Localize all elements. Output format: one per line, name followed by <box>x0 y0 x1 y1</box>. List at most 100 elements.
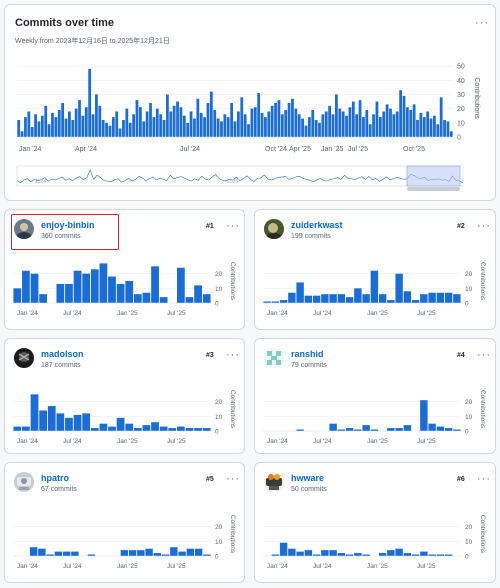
bar <box>294 108 298 137</box>
bar <box>87 554 96 556</box>
bar <box>287 102 291 137</box>
bar <box>61 102 65 137</box>
bar <box>178 551 186 556</box>
bar <box>436 292 445 303</box>
bar <box>223 114 227 137</box>
bar <box>301 118 304 137</box>
y-tick-label: 20 <box>465 399 473 406</box>
avatar[interactable] <box>264 348 284 368</box>
contributor-menu-button[interactable]: ··· <box>477 473 491 485</box>
range-scrollbar <box>407 187 460 191</box>
bar <box>108 426 116 431</box>
bar <box>274 102 277 137</box>
avatar[interactable] <box>264 472 284 492</box>
avatar[interactable] <box>14 348 34 368</box>
bar <box>279 542 288 556</box>
contributor-name[interactable]: hwware <box>291 473 325 483</box>
bar <box>312 295 321 303</box>
contributor-name[interactable]: zuiderkwast <box>291 220 343 230</box>
commits-over-time-card: Commits over time Weekly from 2023年12月16… <box>4 4 496 201</box>
contributor-menu-button[interactable]: ··· <box>226 473 240 485</box>
bar <box>443 119 446 137</box>
bar <box>24 117 27 137</box>
y-tick-label: 10 <box>465 286 473 293</box>
bar <box>385 104 389 137</box>
contributor-name[interactable]: hpatro <box>41 473 69 483</box>
y-tick-label: 0 <box>215 554 219 561</box>
contributor-menu-button[interactable]: ··· <box>226 349 240 361</box>
bar <box>62 551 71 556</box>
x-tick-label: Jan '25 <box>117 563 138 570</box>
y-tick-label: 20 <box>465 524 473 531</box>
bar <box>436 554 445 556</box>
x-tick-label: Apr '25 <box>289 146 311 153</box>
bar <box>182 115 186 137</box>
bar <box>341 111 345 137</box>
bar <box>54 551 63 556</box>
y-axis-title: Contributions <box>473 77 480 119</box>
bar <box>199 112 203 137</box>
bar <box>155 108 159 137</box>
range-overview-chart[interactable]: 2024 2025 <box>5 162 495 194</box>
bar <box>243 114 247 137</box>
y-tick-label: 0 <box>215 429 219 436</box>
avatar[interactable] <box>14 219 34 239</box>
bar <box>428 292 436 303</box>
bar <box>169 111 173 137</box>
commit-count: 67 commits <box>41 486 77 493</box>
x-tick-label: Apr '24 <box>75 146 97 153</box>
bar <box>331 114 335 137</box>
bar <box>152 117 156 137</box>
avatar[interactable] <box>264 219 284 239</box>
contributor-name[interactable]: madolson <box>41 349 84 359</box>
bar <box>145 111 149 137</box>
contributor-card: madolson 187 commits #3 ··· 0 10 20 Jan '24… <box>4 338 245 454</box>
bar <box>226 117 230 137</box>
x-tick-label: Oct '24 <box>265 146 287 153</box>
page-title: Commits over time <box>15 17 115 29</box>
avatar[interactable] <box>14 472 34 492</box>
bar <box>444 428 453 431</box>
commit-count: 79 commits <box>291 362 327 369</box>
x-tick-label: Jul '24 <box>313 438 332 445</box>
bar <box>296 282 304 303</box>
bar <box>88 68 92 137</box>
contributor-menu-button[interactable]: ··· <box>477 349 491 361</box>
contributor-name[interactable]: ranshid <box>291 349 324 359</box>
overview-tick-label: 2024 <box>35 179 46 185</box>
bar <box>312 554 321 556</box>
bar <box>307 117 311 137</box>
bar <box>56 283 65 303</box>
bar <box>162 119 166 137</box>
bar <box>159 426 168 431</box>
x-tick-label: Jan '24 <box>17 563 38 570</box>
bar <box>337 294 346 303</box>
contributor-menu-button[interactable]: ··· <box>226 220 240 232</box>
bar <box>439 97 443 137</box>
bar <box>297 114 301 137</box>
main-menu-button[interactable]: ··· <box>475 17 489 29</box>
bar <box>230 102 233 137</box>
bar <box>101 119 105 137</box>
bar <box>395 548 403 556</box>
bar <box>135 100 139 137</box>
bar <box>116 283 125 303</box>
range-selection-handle[interactable] <box>406 165 461 187</box>
bar <box>318 122 321 137</box>
bar <box>73 270 82 303</box>
contributor-name[interactable]: enjoy-binbin <box>41 220 95 230</box>
bar <box>395 111 399 137</box>
y-tick-label: 50 <box>457 64 465 71</box>
bar <box>122 119 125 137</box>
bar <box>78 100 81 137</box>
y-tick-label: 0 <box>457 135 461 142</box>
y-tick-label: 0 <box>465 554 469 561</box>
contributor-menu-button[interactable]: ··· <box>477 220 491 232</box>
bar <box>193 118 196 137</box>
commit-count: 199 commits <box>291 233 331 240</box>
bar <box>194 428 202 431</box>
bar <box>185 428 194 431</box>
y-tick-label: 20 <box>215 399 223 406</box>
bar <box>142 292 151 303</box>
bar <box>159 297 168 303</box>
